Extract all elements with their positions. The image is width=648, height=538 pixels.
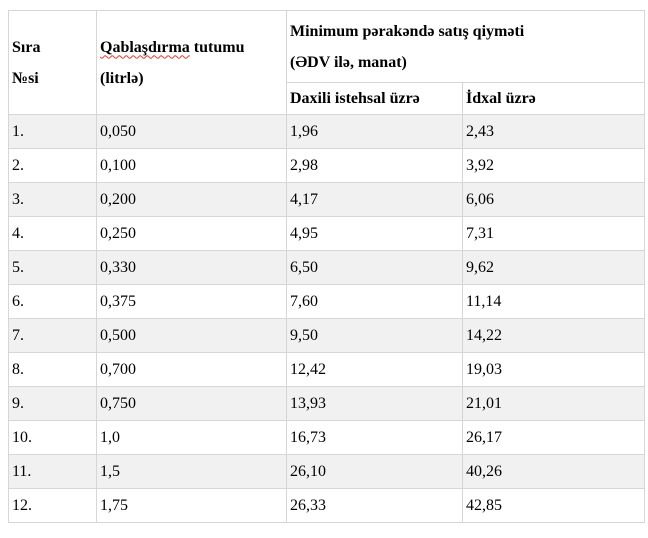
header-cell-import: İdxal üzrə (462, 82, 645, 115)
header-line: Minimum pərakəndə satış qiyməti (290, 22, 525, 40)
cell-row-number: 12. (8, 488, 97, 523)
table-row: 3. 0,200 4,17 6,06 (8, 182, 645, 217)
header-row-top: Sıra №si Qablaşdırma tutumu (litrlə) Min… (8, 10, 645, 115)
header-cell-capacity: Qablaşdırma tutumu (litrlə) (96, 10, 287, 115)
header-cell-sira-no: Sıra №si (8, 10, 97, 115)
cell-domestic-price: 4,17 (286, 182, 463, 217)
cell-domestic-price: 12,42 (286, 352, 463, 387)
cell-import-price: 11,14 (462, 284, 645, 319)
cell-capacity: 0,100 (96, 148, 287, 183)
cell-import-price: 14,22 (462, 318, 645, 353)
cell-domestic-price: 16,73 (286, 420, 463, 455)
cell-row-number: 6. (8, 284, 97, 319)
cell-import-price: 3,92 (462, 148, 645, 183)
cell-capacity: 0,500 (96, 318, 287, 353)
header-cell-min-price: Minimum pərakəndə satış qiyməti (ƏDV ilə… (286, 10, 645, 83)
cell-domestic-price: 2,98 (286, 148, 463, 183)
cell-domestic-price: 9,50 (286, 318, 463, 353)
cell-capacity: 1,0 (96, 420, 287, 455)
table-row: 7. 0,500 9,50 14,22 (8, 318, 645, 353)
cell-row-number: 4. (8, 216, 97, 251)
spellcheck-marked-word: Qablaşdırma (100, 38, 190, 56)
header-cell-domestic: Daxili istehsal üzrə (286, 82, 463, 115)
cell-import-price: 21,01 (462, 386, 645, 421)
cell-row-number: 10. (8, 420, 97, 455)
cell-row-number: 5. (8, 250, 97, 285)
cell-domestic-price: 1,96 (286, 114, 463, 149)
header-row-sub: Daxili istehsal üzrə İdxal üzrə (9, 82, 645, 115)
header-word-rest: tutumu (189, 38, 245, 56)
cell-import-price: 40,26 (462, 454, 645, 489)
cell-import-price: 2,43 (462, 114, 645, 149)
table-row: 6. 0,375 7,60 11,14 (8, 284, 645, 319)
header-line: (litrlə) (100, 69, 144, 87)
cell-domestic-price: 13,93 (286, 386, 463, 421)
cell-row-number: 8. (8, 352, 97, 387)
cell-capacity: 1,5 (96, 454, 287, 489)
cell-row-number: 7. (8, 318, 97, 353)
cell-row-number: 1. (8, 114, 97, 149)
table-row: 2. 0,100 2,98 3,92 (8, 148, 645, 183)
table-row: 9. 0,750 13,93 21,01 (8, 386, 645, 421)
table-body: 1. 0,050 1,96 2,43 2. 0,100 2,98 3,92 3. 0,200 4,1… (8, 114, 645, 523)
cell-capacity: 0,330 (96, 250, 287, 285)
cell-domestic-price: 7,60 (286, 284, 463, 319)
cell-import-price: 42,85 (462, 488, 645, 523)
min-retail-price-table: Sıra №si Qablaşdırma tutumu (litrlə) Min… (8, 10, 645, 523)
table-row: 11. 1,5 26,10 40,26 (8, 454, 645, 489)
cell-capacity: 0,700 (96, 352, 287, 387)
cell-import-price: 6,06 (462, 182, 645, 217)
cell-domestic-price: 26,10 (286, 454, 463, 489)
header-line: Sıra (12, 38, 41, 56)
table-row: 8. 0,700 12,42 19,03 (8, 352, 645, 387)
cell-capacity: 0,750 (96, 386, 287, 421)
table-row: 1. 0,050 1,96 2,43 (8, 114, 645, 149)
cell-row-number: 11. (8, 454, 97, 489)
cell-row-number: 3. (8, 182, 97, 217)
cell-capacity: 0,375 (96, 284, 287, 319)
cell-domestic-price: 6,50 (286, 250, 463, 285)
cell-row-number: 2. (8, 148, 97, 183)
cell-capacity: 1,75 (96, 488, 287, 523)
table-row: 4. 0,250 4,95 7,31 (8, 216, 645, 251)
cell-import-price: 7,31 (462, 216, 645, 251)
cell-capacity: 0,250 (96, 216, 287, 251)
header-line: (ƏDV ilə, manat) (290, 53, 407, 71)
cell-import-price: 9,62 (462, 250, 645, 285)
header-line: №si (12, 69, 39, 87)
cell-import-price: 26,17 (462, 420, 645, 455)
cell-capacity: 0,200 (96, 182, 287, 217)
cell-row-number: 9. (8, 386, 97, 421)
table-row: 12. 1,75 26,33 42,85 (8, 488, 645, 523)
table-header: Sıra №si Qablaşdırma tutumu (litrlə) Min… (8, 10, 645, 115)
table-row: 5. 0,330 6,50 9,62 (8, 250, 645, 285)
cell-import-price: 19,03 (462, 352, 645, 387)
header-line: Qablaşdırma tutumu (100, 32, 282, 63)
cell-capacity: 0,050 (96, 114, 287, 149)
cell-domestic-price: 4,95 (286, 216, 463, 251)
table-row: 10. 1,0 16,73 26,17 (8, 420, 645, 455)
cell-domestic-price: 26,33 (286, 488, 463, 523)
